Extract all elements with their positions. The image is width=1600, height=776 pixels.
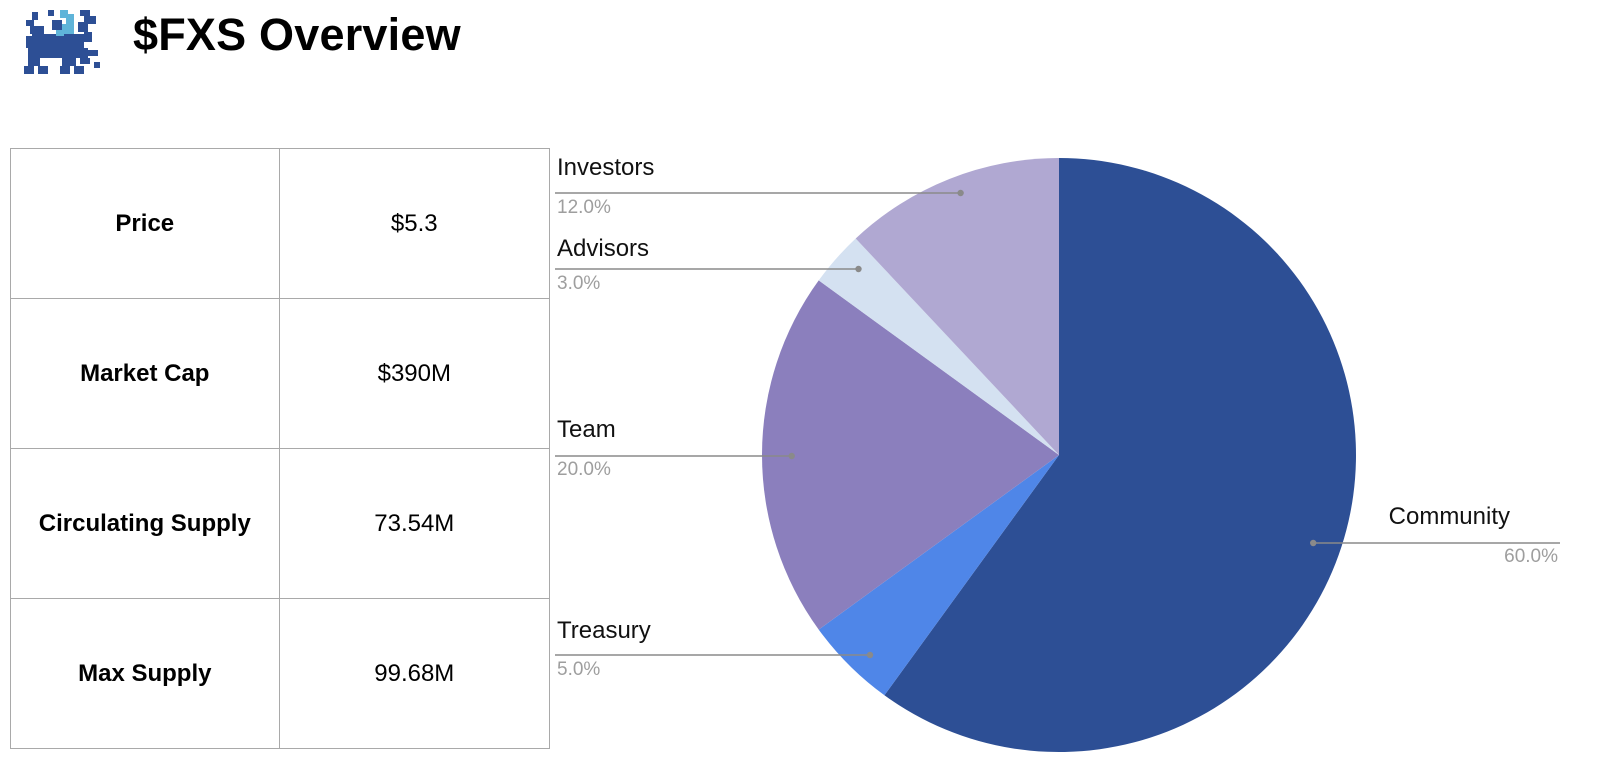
pie-label-advisors: Advisors xyxy=(557,235,649,262)
pie-slice-advisors xyxy=(818,238,1059,455)
pie-slice-treasury xyxy=(818,455,1059,696)
pie-label-team: Team xyxy=(557,416,616,443)
table-row: Max Supply 99.68M xyxy=(10,598,551,749)
pie-label-community: Community xyxy=(1389,503,1510,530)
leader-dot-team xyxy=(788,452,795,460)
leader-dot-community xyxy=(1310,539,1317,547)
circulating-supply-value: 73.54M xyxy=(278,448,551,599)
pie-percent-team: 20.0% xyxy=(557,459,611,480)
stats-table: Price $5.3 Market Cap $390M Circulating … xyxy=(10,148,551,749)
leader-dot-treasury xyxy=(866,651,874,659)
pie-slice-team xyxy=(762,280,1059,630)
max-supply-value: 99.68M xyxy=(278,598,551,749)
pie-percent-advisors: 3.0% xyxy=(557,273,600,294)
leader-dot-advisors xyxy=(855,265,862,273)
table-row: Market Cap $390M xyxy=(10,298,551,449)
pie-slice-community xyxy=(884,158,1356,752)
table-row: Circulating Supply 73.54M xyxy=(10,448,551,599)
table-row: Price $5.3 xyxy=(10,148,551,299)
pie-label-investors: Investors xyxy=(557,154,654,181)
pie-label-treasury: Treasury xyxy=(557,617,651,644)
pie-percent-investors: 12.0% xyxy=(557,197,611,218)
price-value: $5.3 xyxy=(278,148,551,299)
pie-percent-treasury: 5.0% xyxy=(557,659,600,680)
market-cap-label: Market Cap xyxy=(10,298,280,449)
pie-slice-investors xyxy=(855,158,1059,455)
page-title: $FXS Overview xyxy=(133,9,461,60)
pixel-griffin-logo-icon xyxy=(24,10,100,74)
leader-dot-investors xyxy=(957,189,964,197)
pie-percent-community: 60.0% xyxy=(1504,546,1558,567)
market-cap-value: $390M xyxy=(278,298,551,449)
circulating-supply-label: Circulating Supply xyxy=(10,448,280,599)
max-supply-label: Max Supply xyxy=(10,598,280,749)
